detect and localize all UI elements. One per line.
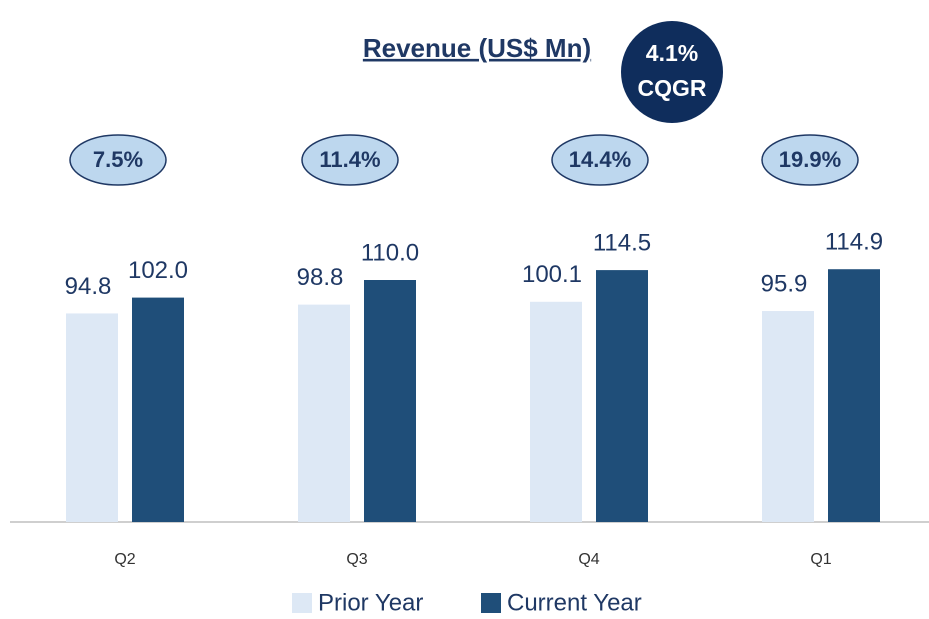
bar — [364, 280, 416, 522]
value-label: 98.8 — [297, 264, 344, 291]
bar — [530, 301, 582, 522]
value-label: 102.0 — [128, 257, 188, 284]
growth-label: 7.5% — [93, 147, 143, 172]
bar — [132, 297, 184, 522]
bar — [298, 304, 350, 522]
x-tick-label: Q3 — [346, 551, 367, 568]
badge-label: CQGR — [638, 75, 707, 101]
growth-bubble — [301, 134, 399, 186]
bar — [762, 311, 814, 522]
legend-label: Current Year — [507, 589, 642, 616]
legend-swatch — [292, 593, 312, 613]
legend-swatch — [481, 593, 501, 613]
growth-label: 19.9% — [779, 147, 841, 172]
bar — [66, 313, 118, 522]
badge — [621, 21, 723, 123]
badge-value: 4.1% — [646, 40, 698, 66]
x-tick-label: Q2 — [114, 551, 135, 568]
growth-bubble — [551, 134, 649, 186]
growth-bubble — [761, 134, 859, 186]
growth-label: 11.4% — [319, 147, 380, 172]
growth-label: 14.4% — [569, 147, 631, 172]
value-label: 114.9 — [825, 229, 883, 256]
value-label: 95.9 — [761, 270, 808, 297]
value-label: 94.8 — [65, 273, 112, 300]
value-label: 110.0 — [361, 239, 419, 266]
growth-bubble — [69, 134, 167, 186]
value-label: 114.5 — [593, 229, 651, 256]
bar — [596, 270, 648, 522]
chart-title: Revenue (US$ Mn) — [363, 33, 591, 63]
legend-label: Prior Year — [318, 589, 423, 616]
x-tick-label: Q4 — [578, 551, 599, 568]
x-tick-label: Q1 — [810, 551, 831, 568]
bar — [828, 269, 880, 522]
value-label: 100.1 — [522, 261, 582, 288]
